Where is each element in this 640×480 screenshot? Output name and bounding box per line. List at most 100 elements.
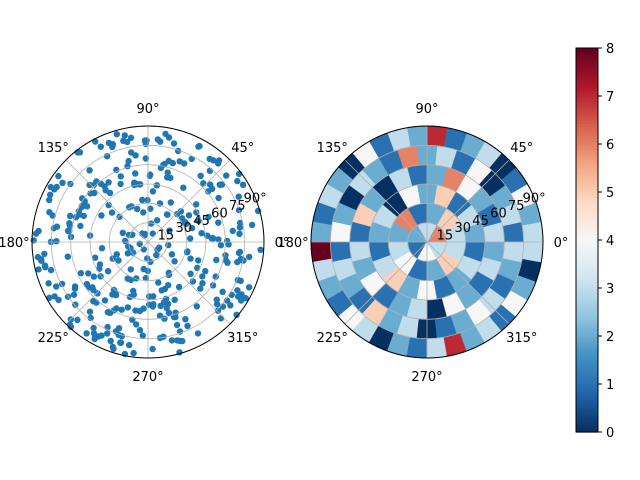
scatter-point — [77, 222, 84, 230]
colorbar-strip — [576, 303, 598, 307]
scatter-point — [214, 307, 222, 314]
colorbar-strip — [576, 330, 598, 334]
scatter-point — [107, 337, 114, 345]
colorbar-strip — [576, 315, 598, 319]
colorbar: 0 1 2 3 4 5 6 7 8 — [575, 42, 614, 441]
polar-grid — [32, 126, 264, 358]
colorbar-strip — [576, 360, 598, 364]
scatter-point — [156, 200, 164, 207]
colorbar-strip — [576, 402, 598, 406]
scatter-point — [124, 275, 131, 282]
colorbar-strip — [576, 138, 598, 142]
scatter-point — [70, 291, 78, 298]
scatter-point — [198, 230, 205, 237]
colorbar-strip — [576, 351, 598, 355]
scatter-point — [85, 284, 93, 291]
scatter-point — [149, 345, 156, 353]
colorbar-strip — [576, 297, 598, 301]
scatter-point — [223, 237, 231, 245]
grid-spoke — [147, 159, 231, 243]
scatter-point — [163, 304, 170, 312]
scatter-point — [197, 172, 204, 179]
grid-spoke — [65, 159, 149, 243]
colorbar-tick-label: 8 — [606, 42, 614, 57]
r-tick-label: 60 — [490, 206, 507, 221]
scatter-point — [132, 170, 139, 177]
colorbar-tick-label: 0 — [606, 426, 614, 441]
theta-tick-label: 180° — [277, 236, 308, 251]
scatter-point — [117, 339, 125, 346]
scatter-point — [104, 268, 112, 275]
colorbar-strip — [576, 384, 598, 388]
colorbar-strip — [576, 354, 598, 358]
colorbar-strip — [576, 408, 598, 412]
scatter-point — [144, 255, 151, 262]
colorbar-strip — [576, 96, 598, 100]
theta-tick-label: 180° — [0, 236, 30, 251]
scatter-point — [113, 131, 121, 138]
scatter-point — [177, 208, 185, 215]
scatter-point — [53, 283, 60, 290]
scatter-point — [93, 299, 100, 306]
heatmap-cell — [521, 221, 544, 243]
colorbar-ticks: 0 1 2 3 4 5 6 7 8 — [598, 42, 614, 441]
colorbar-strip — [576, 393, 598, 397]
scatter-point — [237, 277, 244, 284]
scatter-point — [74, 316, 81, 324]
colorbar-strip — [576, 153, 598, 157]
colorbar-tick-label: 5 — [606, 186, 614, 201]
theta-tick-label: 315° — [506, 331, 537, 346]
colorbar-strip — [576, 294, 598, 298]
scatter-point — [83, 203, 91, 210]
scatter-point — [121, 132, 128, 139]
scatter-point — [71, 285, 79, 292]
colorbar-strip — [576, 99, 598, 103]
scatter-point — [64, 227, 72, 235]
r-tick-label: 30 — [454, 221, 471, 236]
colorbar-strip — [576, 273, 598, 277]
colorbar-strip — [576, 222, 598, 226]
colorbar-strip — [576, 63, 598, 67]
theta-tick-label: 225° — [38, 331, 69, 346]
polar-frame — [310, 125, 544, 359]
colorbar-strip — [576, 204, 598, 208]
polar-frame — [31, 125, 265, 359]
grid-spoke — [344, 159, 428, 243]
scatter-point — [236, 219, 244, 227]
r-tick-label: 45 — [193, 214, 210, 229]
colorbar-strip — [576, 339, 598, 343]
scatter-point — [215, 236, 222, 243]
colorbar-strip — [576, 258, 598, 262]
scatter-point — [42, 264, 49, 271]
colorbar-strip — [576, 426, 598, 430]
scatter-point — [189, 278, 197, 285]
colorbar-tick-label: 3 — [606, 282, 614, 297]
scatter-point — [105, 201, 112, 209]
scatter-point — [217, 315, 225, 322]
scatter-point — [105, 179, 112, 186]
heatmap-cell — [310, 221, 333, 243]
scatter-point — [77, 270, 85, 277]
heatmap-cell — [426, 336, 448, 359]
colorbar-strip — [576, 75, 598, 79]
scatter-point — [187, 270, 194, 277]
scatter-point — [149, 230, 156, 237]
colorbar-tick-label: 4 — [606, 234, 614, 249]
scatter-point — [213, 256, 220, 264]
scatter-point — [64, 253, 72, 260]
heatmap-cell — [406, 336, 428, 359]
colorbar-strip — [576, 174, 598, 178]
colorbar-strip — [576, 228, 598, 232]
theta-tick-label: 0° — [275, 236, 290, 251]
scatter-point — [161, 285, 169, 293]
colorbar-strip — [576, 186, 598, 190]
colorbar-strip — [576, 342, 598, 346]
colorbar-strip — [576, 132, 598, 136]
scatter-point — [53, 238, 60, 245]
colorbar-strip — [576, 369, 598, 373]
scatter-point — [104, 309, 112, 316]
colorbar-strip — [576, 57, 598, 61]
scatter-point — [141, 232, 148, 239]
